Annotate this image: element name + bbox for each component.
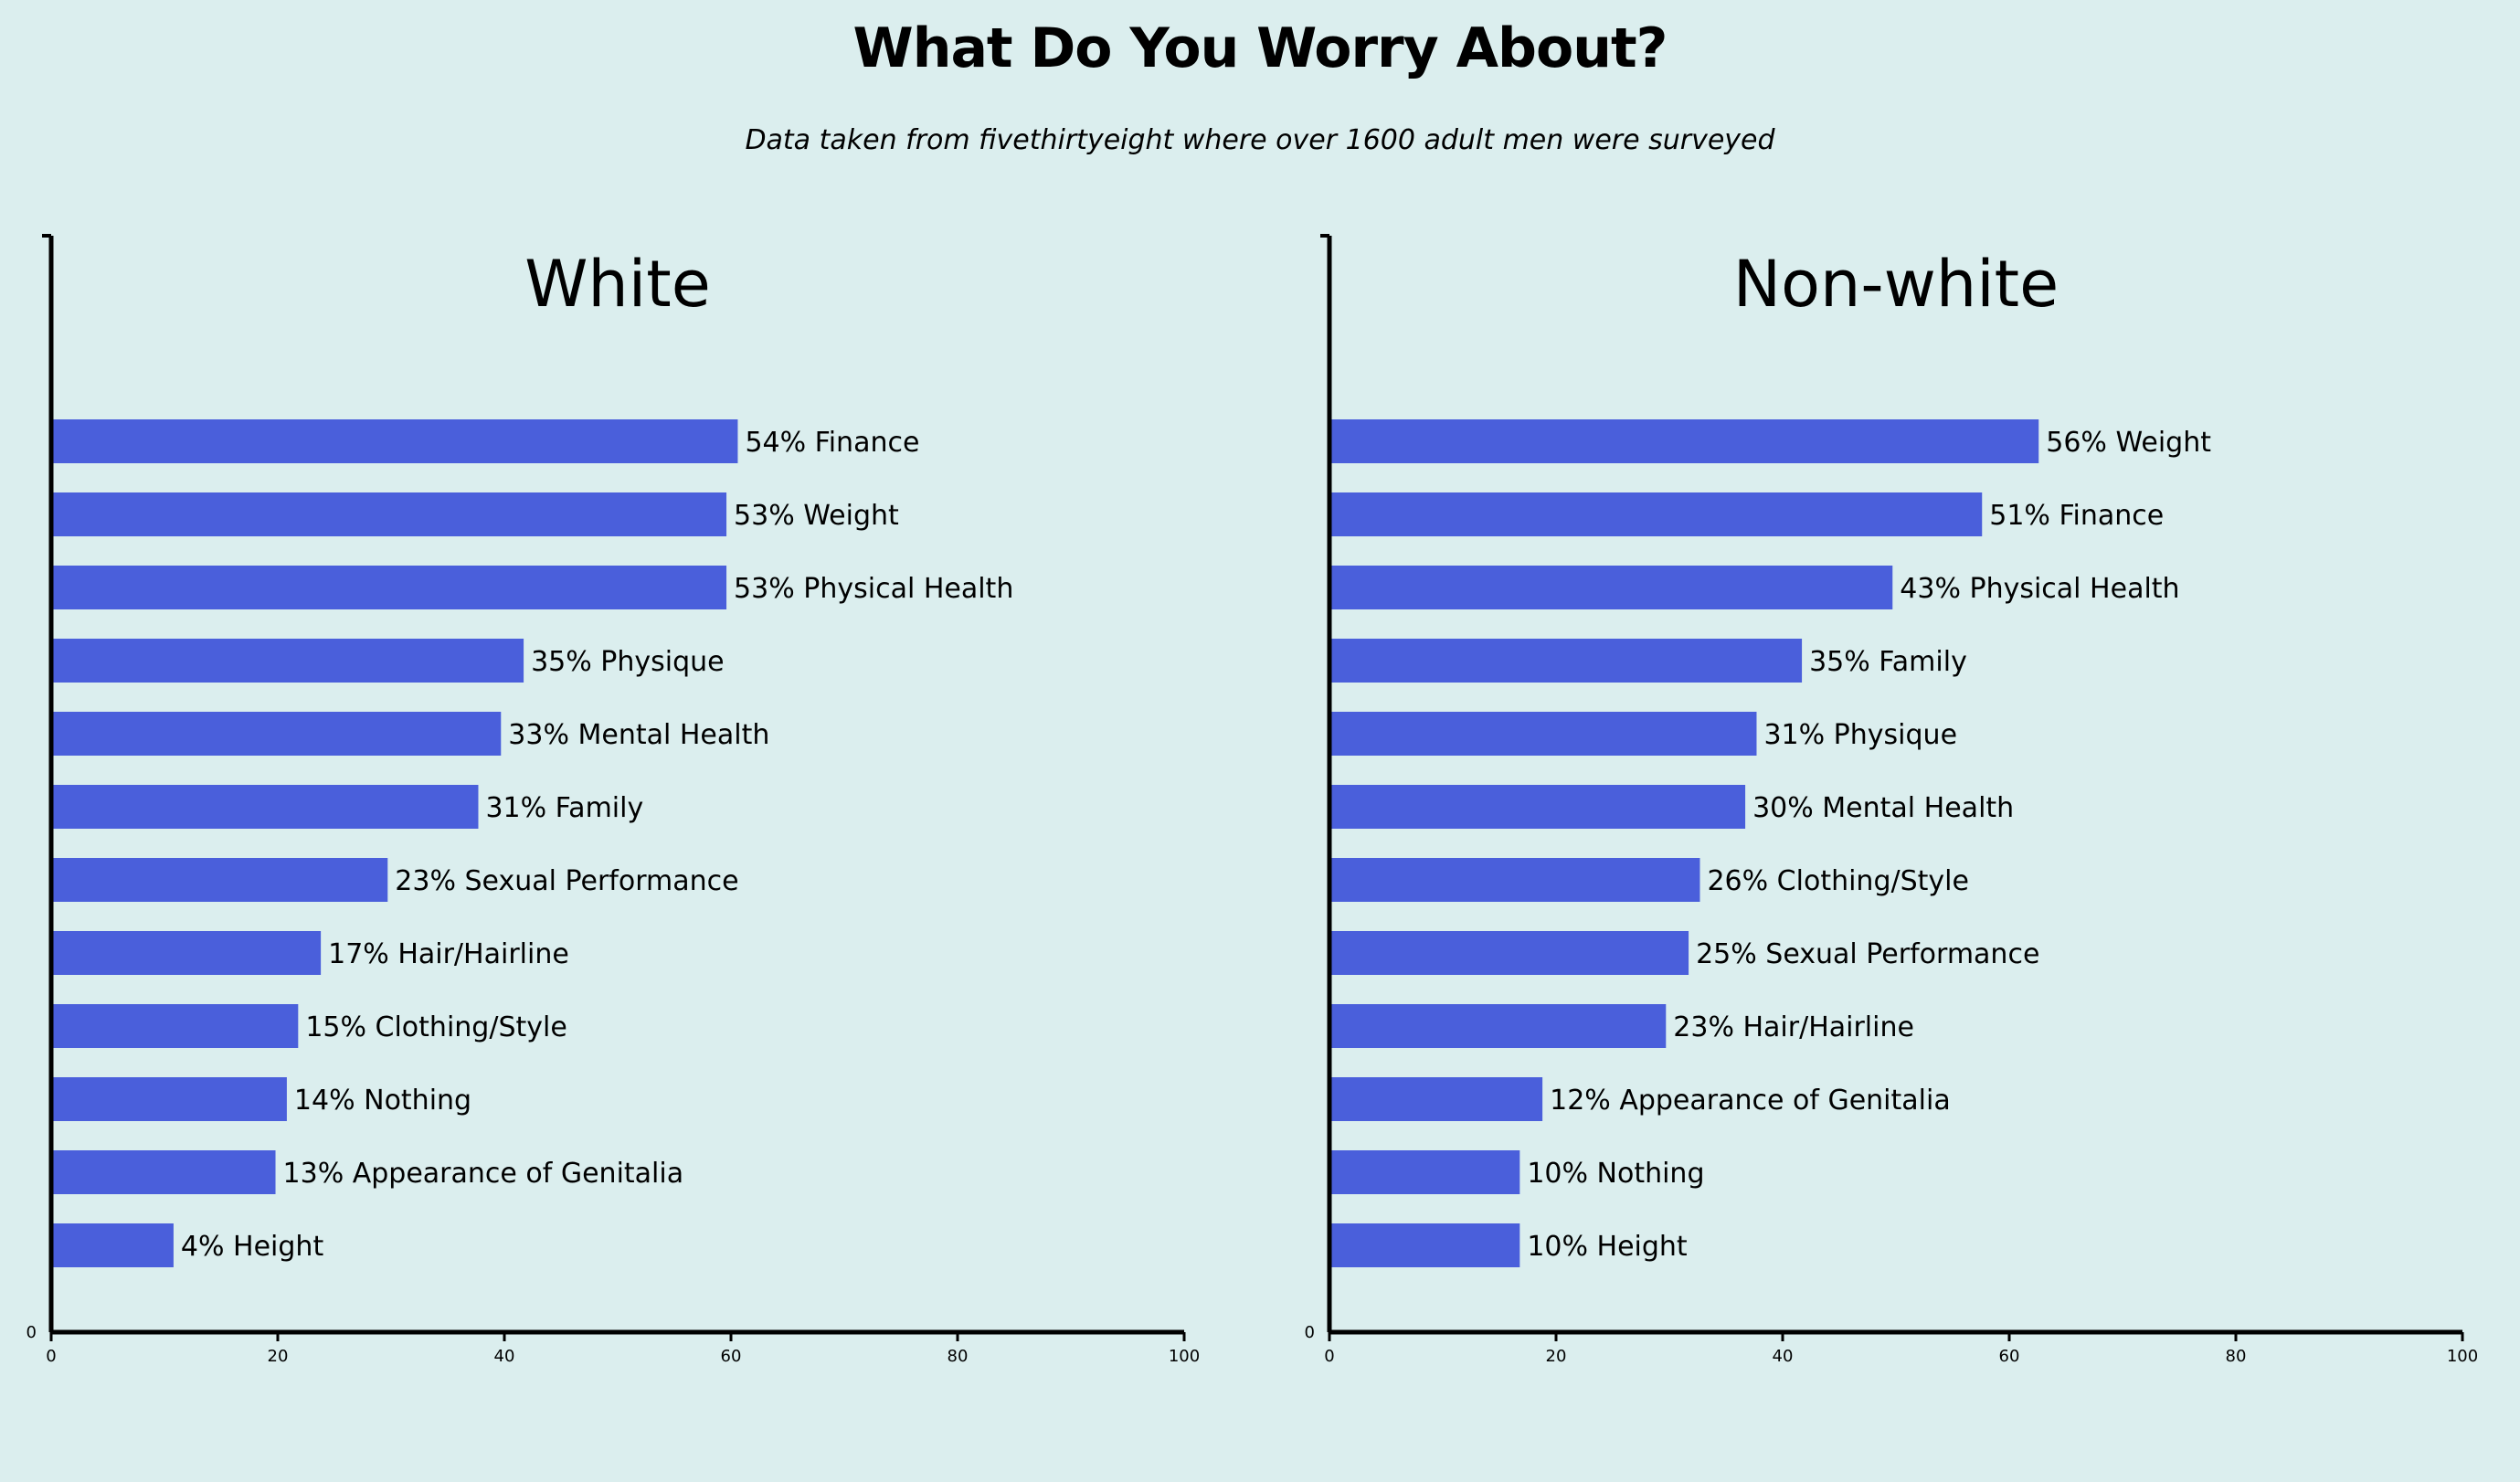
- x-tick-label: 100: [2447, 1347, 2478, 1366]
- x-tick-label: 20: [1546, 1347, 1567, 1366]
- bar-label: 14% Nothing: [294, 1085, 471, 1117]
- bar-label: 56% Weight: [2046, 427, 2211, 459]
- x-tick-label: 0: [1324, 1347, 1334, 1366]
- bar-label: 23% Sexual Performance: [395, 865, 738, 897]
- bar: [51, 566, 727, 609]
- bar: [51, 492, 727, 536]
- bar: [1329, 566, 1893, 609]
- bar-label: 10% Height: [1527, 1231, 1688, 1263]
- panel-title: White: [524, 247, 711, 322]
- bar: [51, 639, 524, 683]
- x-tick-label: 0: [46, 1347, 56, 1366]
- bar: [1329, 419, 2039, 463]
- y-tick-label: 0: [26, 1323, 37, 1342]
- bar-label: 26% Clothing/Style: [1707, 865, 1968, 897]
- bar: [1329, 712, 1757, 756]
- bar-label: 35% Physique: [531, 646, 725, 678]
- bar: [51, 858, 388, 902]
- bar: [1329, 858, 1700, 902]
- page-subtitle: Data taken from fivethirtyeight where ov…: [745, 124, 1775, 156]
- bar-label: 31% Physique: [1763, 719, 1957, 751]
- bar-label: 10% Nothing: [1527, 1158, 1704, 1190]
- bar-label: 53% Weight: [734, 500, 899, 532]
- chart-panel-white: White 54% Finance 53% Weight 53% Physical H…: [26, 234, 1200, 1366]
- bar-label: 51% Finance: [1989, 500, 2164, 532]
- x-tick-label: 60: [721, 1347, 742, 1366]
- bar-label: 17% Hair/Hairline: [328, 938, 569, 970]
- bar: [51, 1004, 299, 1048]
- bar: [1329, 1223, 1520, 1267]
- bar-label: 53% Physical Health: [734, 573, 1013, 605]
- x-tick-label: 20: [268, 1347, 289, 1366]
- bar-label: 33% Mental Health: [508, 719, 769, 751]
- bar: [1329, 785, 1746, 829]
- bar-label: 4% Height: [181, 1231, 324, 1263]
- bar-label: 23% Hair/Hairline: [1673, 1011, 1914, 1043]
- bar-label: 12% Appearance of Genitalia: [1550, 1085, 1951, 1117]
- panel-title: Non-white: [1733, 247, 2059, 322]
- bar-label: 15% Clothing/Style: [305, 1011, 566, 1043]
- bar: [51, 1150, 276, 1194]
- bar: [1329, 931, 1689, 975]
- bar-label: 30% Mental Health: [1752, 792, 2014, 824]
- chart-panel-non-white: Non-white 56% Weight 51% Finance 43% Physic…: [1305, 234, 2478, 1366]
- bar-label: 31% Family: [485, 792, 643, 824]
- x-tick-label: 40: [1773, 1347, 1794, 1366]
- bar-label: 54% Finance: [745, 427, 919, 459]
- bar: [51, 1077, 287, 1121]
- bar: [1329, 639, 1803, 683]
- x-tick-label: 80: [948, 1347, 969, 1366]
- x-tick-label: 40: [494, 1347, 515, 1366]
- bar-label: 13% Appearance of Genitalia: [283, 1158, 684, 1190]
- bar: [1329, 1004, 1667, 1048]
- bar-label: 35% Family: [1809, 646, 1967, 678]
- bar: [51, 1223, 174, 1267]
- bar: [51, 712, 502, 756]
- bar-label: 43% Physical Health: [1900, 573, 2179, 605]
- x-tick-label: 80: [2226, 1347, 2247, 1366]
- y-tick-label: 0: [1305, 1323, 1315, 1342]
- bar: [1329, 1077, 1543, 1121]
- bar: [1329, 1150, 1520, 1194]
- bar: [51, 931, 322, 975]
- x-tick-label: 100: [1169, 1347, 1200, 1366]
- page-title: What Do You Worry About?: [852, 16, 1668, 80]
- bar: [51, 785, 479, 829]
- bar: [51, 419, 738, 463]
- bar: [1329, 492, 1983, 536]
- bar-label: 25% Sexual Performance: [1696, 938, 2039, 970]
- x-tick-label: 60: [1999, 1347, 2020, 1366]
